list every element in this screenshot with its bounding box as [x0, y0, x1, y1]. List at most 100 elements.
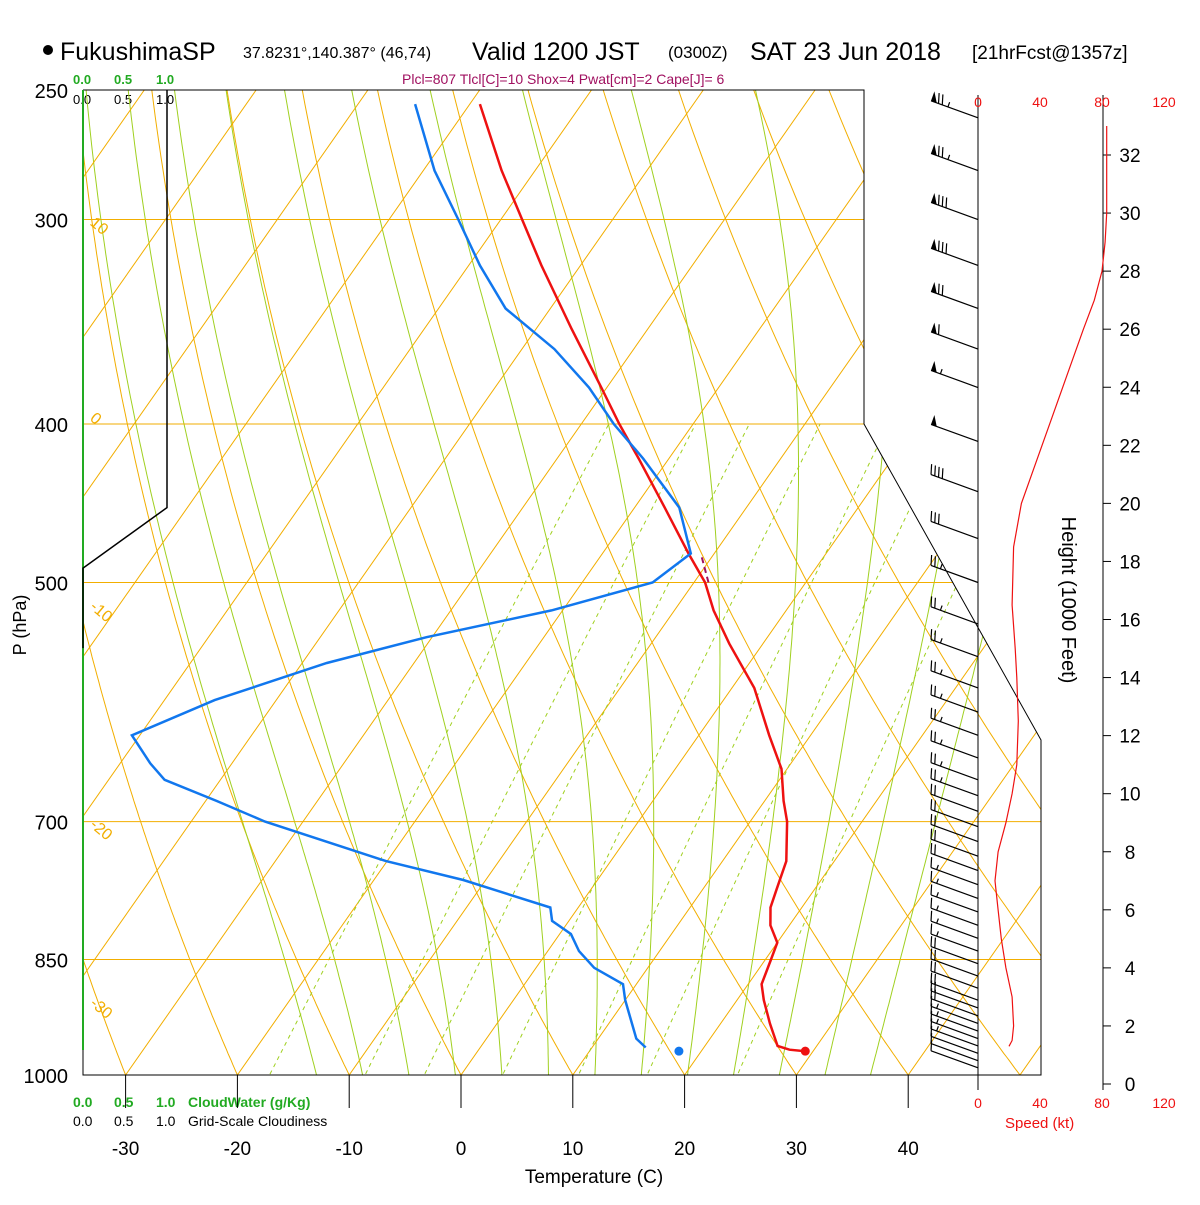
wind-barb-staff	[931, 839, 978, 856]
x-tick-label: -30	[112, 1139, 139, 1160]
moist-adiabat-line	[128, 90, 370, 1110]
isotherm-line	[213, 90, 927, 1110]
cloudiness-scale-bottom-1: 0.5	[114, 1113, 134, 1129]
wind-barb-staff	[931, 794, 978, 811]
dry-adiabat-line	[1130, 90, 1200, 1110]
wind-barb-flag	[935, 938, 936, 948]
wind-barb-flag	[935, 466, 936, 476]
moist-adiabat-line	[86, 90, 325, 1110]
wind-barb	[931, 973, 978, 1001]
isotherm-label: -30	[87, 995, 116, 1023]
x-tick-label: 10	[562, 1139, 583, 1160]
station-name: FukushimaSP	[60, 38, 216, 66]
wind-barb-staff	[931, 1044, 978, 1061]
wind-barb-flag	[931, 924, 932, 934]
isotherm-line	[996, 90, 1200, 1110]
dry-adiabat-line	[453, 90, 933, 1110]
cloudwater-label: CloudWater (g/Kg)	[188, 1094, 310, 1110]
speed-tick-label-bottom: 80	[1094, 1095, 1110, 1111]
wind-barb-staff	[931, 741, 978, 758]
cloud-scale-top-2: 1.0	[156, 72, 174, 87]
wind-barb-half	[940, 606, 942, 611]
wind-barb-flag	[931, 768, 932, 778]
moist-adiabat-line	[352, 90, 549, 1110]
height-tick-label: 22	[1119, 436, 1140, 457]
wind-barb-staff	[931, 868, 978, 885]
isotherm-label: -20	[87, 816, 116, 844]
wind-barb-half	[937, 931, 939, 936]
wind-barb-flag	[931, 511, 932, 521]
wind-barb-flag	[931, 730, 932, 740]
height-tick-label: 4	[1125, 959, 1136, 980]
cloud-scale-bottom-2: 1.0	[156, 1094, 176, 1110]
mixing-ratio-label: 3	[412, 1086, 431, 1103]
wind-barb-flag	[939, 467, 940, 477]
dry-adiabat-line	[77, 90, 367, 1110]
cloudiness-scale-bottom: 0.0 0.5 1.0 Grid-Scale Cloudiness	[73, 1113, 327, 1129]
isotherm-line	[101, 90, 815, 1110]
wind-barb-flag	[939, 195, 940, 205]
cloud-scale-bottom-0: 0.0	[73, 1094, 93, 1110]
wind-barb-pennant	[931, 323, 937, 334]
isotherm-line	[772, 90, 1200, 1110]
wind-barb-staff	[931, 824, 978, 841]
height-tick-label: 32	[1119, 146, 1140, 167]
moist-adiabat-line	[631, 90, 720, 1110]
wind-barb-flag	[942, 468, 943, 478]
height-tick-label: 16	[1119, 611, 1140, 632]
speed-tick-label-bottom: 0	[974, 1095, 982, 1111]
height-tick-label: 30	[1119, 204, 1140, 225]
mixing-ratio-label: 20	[725, 1079, 748, 1102]
wind-barb-flag	[942, 242, 943, 252]
wind-barb-half	[937, 865, 939, 870]
wind-barb-half	[940, 717, 942, 722]
height-tick-label: 18	[1119, 552, 1140, 573]
isotherm-label: 30	[1004, 645, 1038, 680]
wind-barb-staff	[931, 881, 978, 898]
wind-barb-staff	[931, 424, 978, 441]
isotherm-line	[549, 90, 1200, 1110]
wind-barb-flag	[931, 708, 932, 718]
speed-tick-label-top: 0	[974, 94, 982, 110]
moist-adiabat-line	[175, 90, 415, 1110]
dry-adiabat-line	[152, 90, 480, 1110]
wind-barb-flag	[931, 799, 932, 809]
wind-barb-flag	[935, 662, 936, 672]
wind-barb	[931, 193, 978, 220]
x-tick-label: 30	[786, 1139, 807, 1160]
wind-barb-flag	[935, 754, 936, 764]
wind-barb-flag	[935, 709, 936, 719]
wind-barb-half	[937, 1004, 939, 1009]
wind-barb-flag	[931, 871, 932, 881]
mixing-ratio-line	[631, 424, 950, 1110]
wind-barb-flag	[931, 752, 932, 762]
height-tick-label: 28	[1119, 262, 1140, 283]
cloud-scale-bottom: 0.0 0.5 1.0 CloudWater (g/Kg)	[73, 1094, 310, 1110]
isotherm-line	[0, 90, 703, 1110]
height-tick-label: 20	[1119, 494, 1140, 515]
wind-barb-half	[937, 892, 939, 897]
height-tick-label: 0	[1125, 1075, 1136, 1096]
cloudiness-scale-bottom-2: 1.0	[156, 1113, 176, 1129]
wind-barb-flag	[939, 241, 940, 251]
height-tick-label: 6	[1125, 901, 1136, 922]
wind-barb-flag	[931, 911, 932, 921]
wind-barb-half	[948, 102, 950, 107]
isotherm-line	[437, 90, 1151, 1110]
pressure-tick-label: 500	[35, 574, 68, 596]
surface-dewpoint-marker	[674, 1047, 683, 1056]
valid-time: Valid 1200 JST	[472, 38, 640, 66]
wind-barb-flag	[931, 961, 932, 971]
wind-barb-flag	[935, 974, 936, 984]
isotherms	[0, 90, 1200, 1110]
mixing-ratio-lines	[252, 424, 1031, 1110]
wind-barb-staff	[931, 921, 978, 938]
x-tick-label: 0	[456, 1139, 467, 1160]
wind-barb-half	[940, 761, 942, 766]
wind-barb	[931, 464, 978, 492]
dry-adiabat-line	[904, 90, 1200, 1110]
wind-barb-flag	[931, 884, 932, 894]
isotherm-line	[0, 90, 480, 1110]
wind-barb-half	[948, 155, 950, 160]
